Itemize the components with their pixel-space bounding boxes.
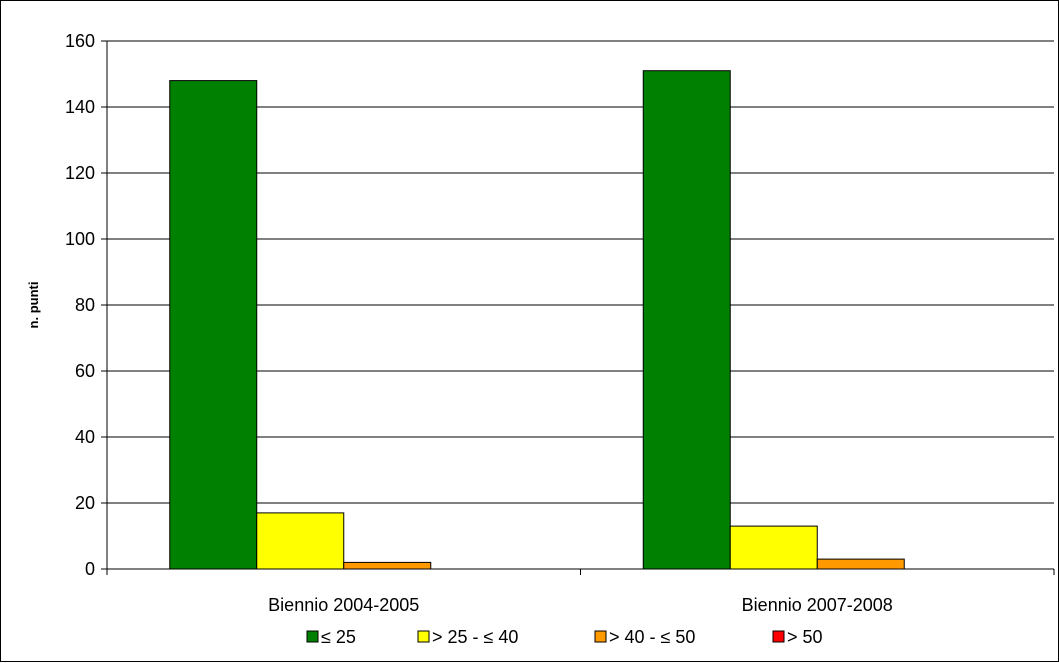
legend-label: > 40 - ≤ 50 bbox=[609, 627, 695, 647]
y-tick-label: 160 bbox=[65, 31, 95, 51]
bar-1-2 bbox=[816, 558, 905, 570]
x-category-label: Biennio 2007-2008 bbox=[742, 595, 893, 615]
legend-label: > 50 bbox=[787, 627, 823, 647]
legend: ≤ 25 > 25 - ≤ 40 > 40 - ≤ 50 > 50 bbox=[306, 627, 823, 647]
y-tick-label: 100 bbox=[65, 229, 95, 249]
y-tick-label: 120 bbox=[65, 163, 95, 183]
y-tick-label: 80 bbox=[75, 295, 95, 315]
legend-swatch bbox=[772, 630, 785, 643]
legend-label: > 25 - ≤ 40 bbox=[432, 627, 518, 647]
bar-0-1 bbox=[256, 512, 345, 570]
y-tick-label: 0 bbox=[85, 559, 95, 579]
legend-swatch bbox=[417, 630, 430, 643]
y-axis-label: n. punti bbox=[26, 282, 41, 329]
bar-1-1 bbox=[729, 525, 818, 570]
y-tick-label: 40 bbox=[75, 427, 95, 447]
legend-label: ≤ 25 bbox=[321, 627, 356, 647]
gridlines bbox=[107, 40, 1054, 504]
bar-0-2 bbox=[343, 561, 432, 570]
tick-labels: 0 20 40 60 80 100 120 140 160 Biennio 2004-2005 Bi… bbox=[65, 31, 893, 615]
y-tick-label: 20 bbox=[75, 493, 95, 513]
legend-swatch bbox=[306, 630, 319, 643]
bars bbox=[169, 70, 905, 570]
x-category-label: Biennio 2004-2005 bbox=[268, 595, 419, 615]
y-tick-label: 60 bbox=[75, 361, 95, 381]
bar-1-0 bbox=[642, 70, 731, 570]
bar-0-0 bbox=[169, 80, 258, 570]
legend-swatch bbox=[594, 630, 607, 643]
y-tick-label: 140 bbox=[65, 97, 95, 117]
